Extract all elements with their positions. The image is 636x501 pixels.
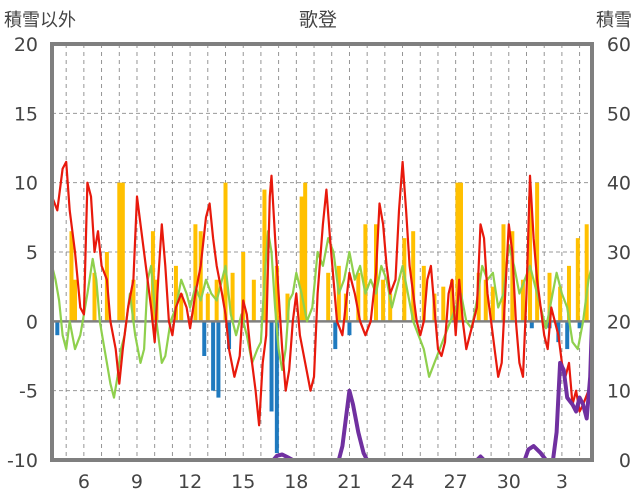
snowfall-bar	[274, 265, 279, 322]
snow-change-bar	[347, 321, 352, 336]
x-tick-label: 3	[556, 471, 568, 493]
left-tick-label: 15	[14, 103, 38, 125]
snow-change-bar	[269, 321, 274, 412]
left-tick-label: -10	[7, 450, 38, 472]
snowfall-bar	[262, 189, 267, 322]
snowfall-bar	[528, 196, 533, 322]
snowfall-bar	[131, 279, 136, 322]
snowfall-bar	[458, 182, 463, 322]
snowfall-bar	[455, 182, 460, 322]
snowfall-bar	[575, 238, 580, 322]
snow-change-bar	[55, 321, 60, 336]
snowfall-bar	[584, 224, 589, 322]
plot-frame	[50, 42, 594, 462]
snowfall-bar	[303, 182, 308, 322]
right-tick-label: 50	[607, 103, 631, 125]
right-tick-label: 20	[607, 311, 631, 333]
chart-title: 歌登	[299, 9, 337, 31]
x-axis-ticks: 6 9 12 15 18 21 24 27 30 3	[78, 471, 568, 493]
snowfall-bar	[476, 272, 481, 322]
right-axis-ticks: 0 10 20 30 40 50 60	[607, 34, 631, 472]
snowfall-bar	[566, 265, 571, 322]
snow-change-bar	[333, 321, 338, 350]
snow-change-bar	[565, 321, 570, 350]
snowfall-bar	[558, 286, 563, 322]
snow-change-bar	[577, 321, 582, 329]
snow-change-bar	[202, 321, 207, 356]
snowfall-bar	[441, 286, 446, 322]
snowfall-bar	[299, 196, 304, 322]
snowfall-bar	[326, 272, 331, 322]
snowfall-bar	[510, 231, 515, 322]
snowfall-bar	[501, 224, 506, 322]
left-tick-label: 20	[14, 34, 38, 56]
snowfall-bar	[92, 272, 97, 322]
snow-change-bar	[227, 321, 232, 350]
x-tick-label: 18	[284, 471, 308, 493]
x-tick-label: 12	[178, 471, 202, 493]
snowfall-bar	[241, 252, 246, 322]
x-tick-label: 27	[444, 471, 468, 493]
snowfall-bar	[173, 265, 178, 322]
right-tick-label: 0	[619, 450, 631, 472]
left-tick-label: 0	[26, 311, 38, 333]
snow-change-bar	[529, 321, 534, 329]
x-tick-label: 30	[497, 471, 521, 493]
snowfall-bar	[193, 224, 198, 322]
snow-change-bars	[55, 321, 582, 454]
snowfall-bar	[117, 182, 122, 322]
x-tick-label: 15	[231, 471, 255, 493]
snowfall-bar	[69, 231, 74, 322]
snowfall-bar	[547, 272, 552, 322]
left-tick-label: 5	[26, 242, 38, 264]
snowfall-bar	[205, 293, 210, 322]
snow-change-bar	[211, 321, 216, 391]
temp-max-line	[50, 160, 594, 427]
right-tick-label: 10	[607, 381, 631, 403]
x-tick-label: 6	[78, 471, 90, 493]
snowfall-bar	[198, 231, 203, 322]
snowfall-bar	[520, 279, 525, 322]
x-tick-label: 24	[390, 471, 414, 493]
snow-change-bar	[274, 321, 279, 454]
snowfall-bar	[73, 279, 78, 322]
snowfall-bar	[179, 293, 184, 322]
snowfall-bar	[363, 224, 368, 322]
snowfall-bar	[251, 279, 256, 322]
snowfall-bar	[490, 286, 495, 322]
left-tick-label: 10	[14, 173, 38, 195]
snowfall-bar	[356, 272, 361, 322]
snowfall-bar	[388, 293, 393, 322]
x-tick-label: 21	[337, 471, 361, 493]
snowfall-bar	[223, 182, 228, 322]
left-axis-ticks: -10 -5 0 5 10 15 20	[7, 34, 38, 472]
snowfall-bar	[535, 182, 540, 322]
left-tick-label: -5	[19, 381, 38, 403]
snowfall-bar	[120, 182, 125, 322]
right-axis-label: 積雪	[596, 10, 632, 31]
snowfall-bar	[421, 265, 426, 322]
right-tick-label: 30	[607, 242, 631, 264]
right-tick-label: 40	[607, 173, 631, 195]
snowfall-bar	[285, 293, 290, 322]
snowfall-bar	[483, 279, 488, 322]
x-tick-label: 9	[131, 471, 143, 493]
snowfall-bar	[381, 279, 386, 322]
right-tick-label: 60	[607, 34, 631, 56]
snowfall-bar	[411, 231, 416, 322]
left-axis-label: 積雪以外	[4, 10, 76, 31]
snowfall-bar	[450, 279, 455, 322]
snowfall-bar	[230, 272, 235, 322]
snow-change-bar	[216, 321, 221, 398]
